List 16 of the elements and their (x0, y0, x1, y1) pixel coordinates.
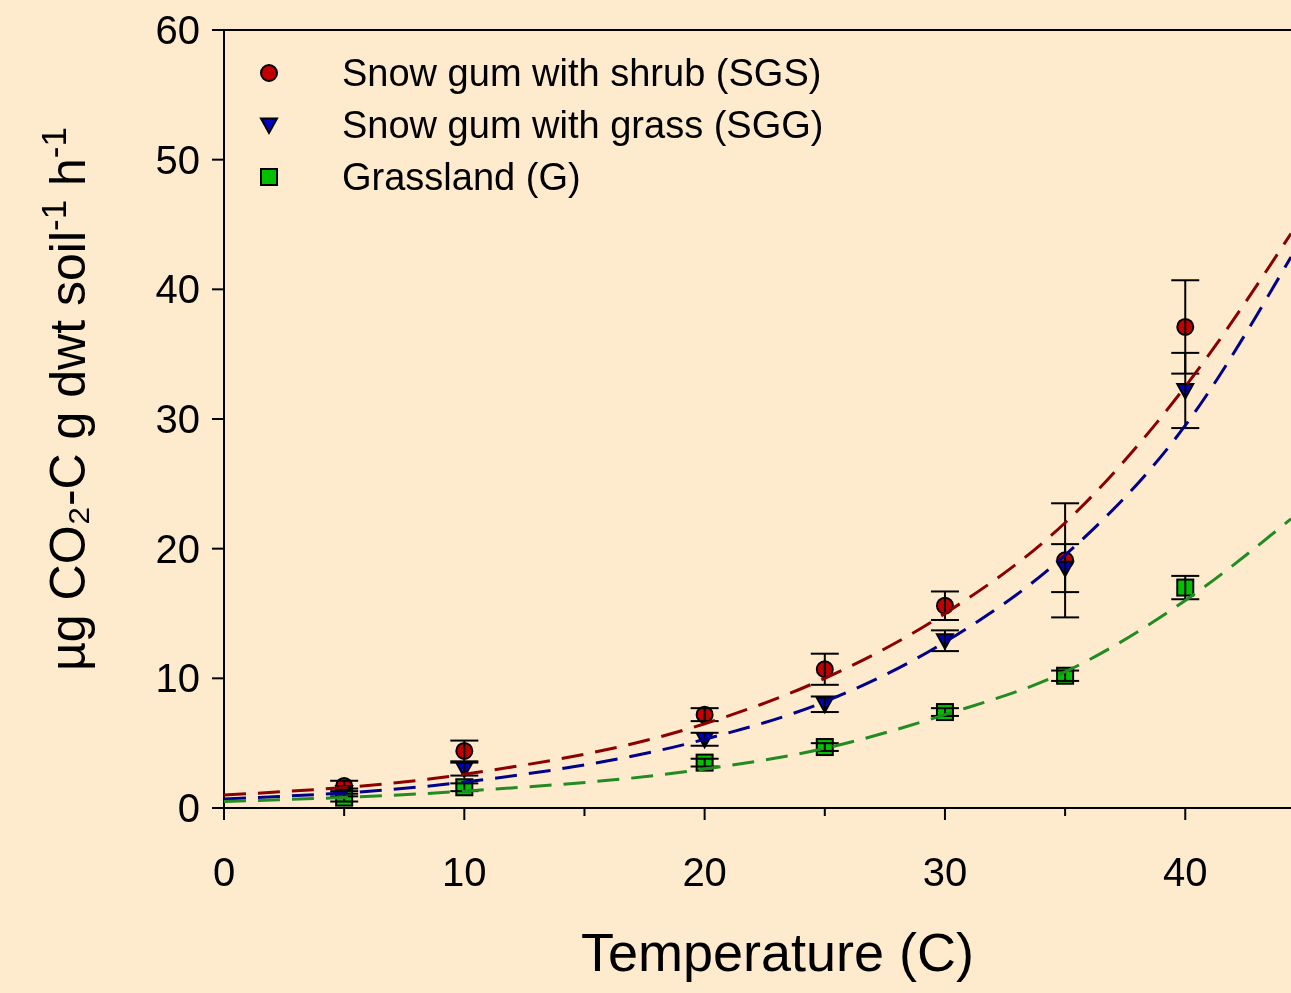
y-tick-label: 30 (155, 397, 200, 441)
y-tick-label: 10 (155, 656, 200, 701)
legend-label: Grassland (G) (342, 156, 581, 198)
y-tick-label: 0 (177, 786, 200, 830)
x-tick-label: 0 (212, 850, 236, 894)
y-tick-label: 40 (155, 267, 200, 312)
x-tick-label: 40 (1163, 850, 1208, 894)
x-axis-title: Temperature (C) (580, 922, 975, 982)
y-tick-label: 20 (155, 526, 200, 571)
x-tick-label: 30 (922, 850, 968, 894)
legend-label: Snow gum with shrub (SGS) (342, 52, 822, 94)
x-tick-label: 20 (682, 850, 727, 894)
x-tick-label: 10 (442, 850, 487, 894)
y-tick-label: 60 (155, 8, 200, 52)
y-tick-label: 50 (155, 137, 200, 182)
legend-label: Snow gum with grass (SGG) (342, 104, 824, 146)
